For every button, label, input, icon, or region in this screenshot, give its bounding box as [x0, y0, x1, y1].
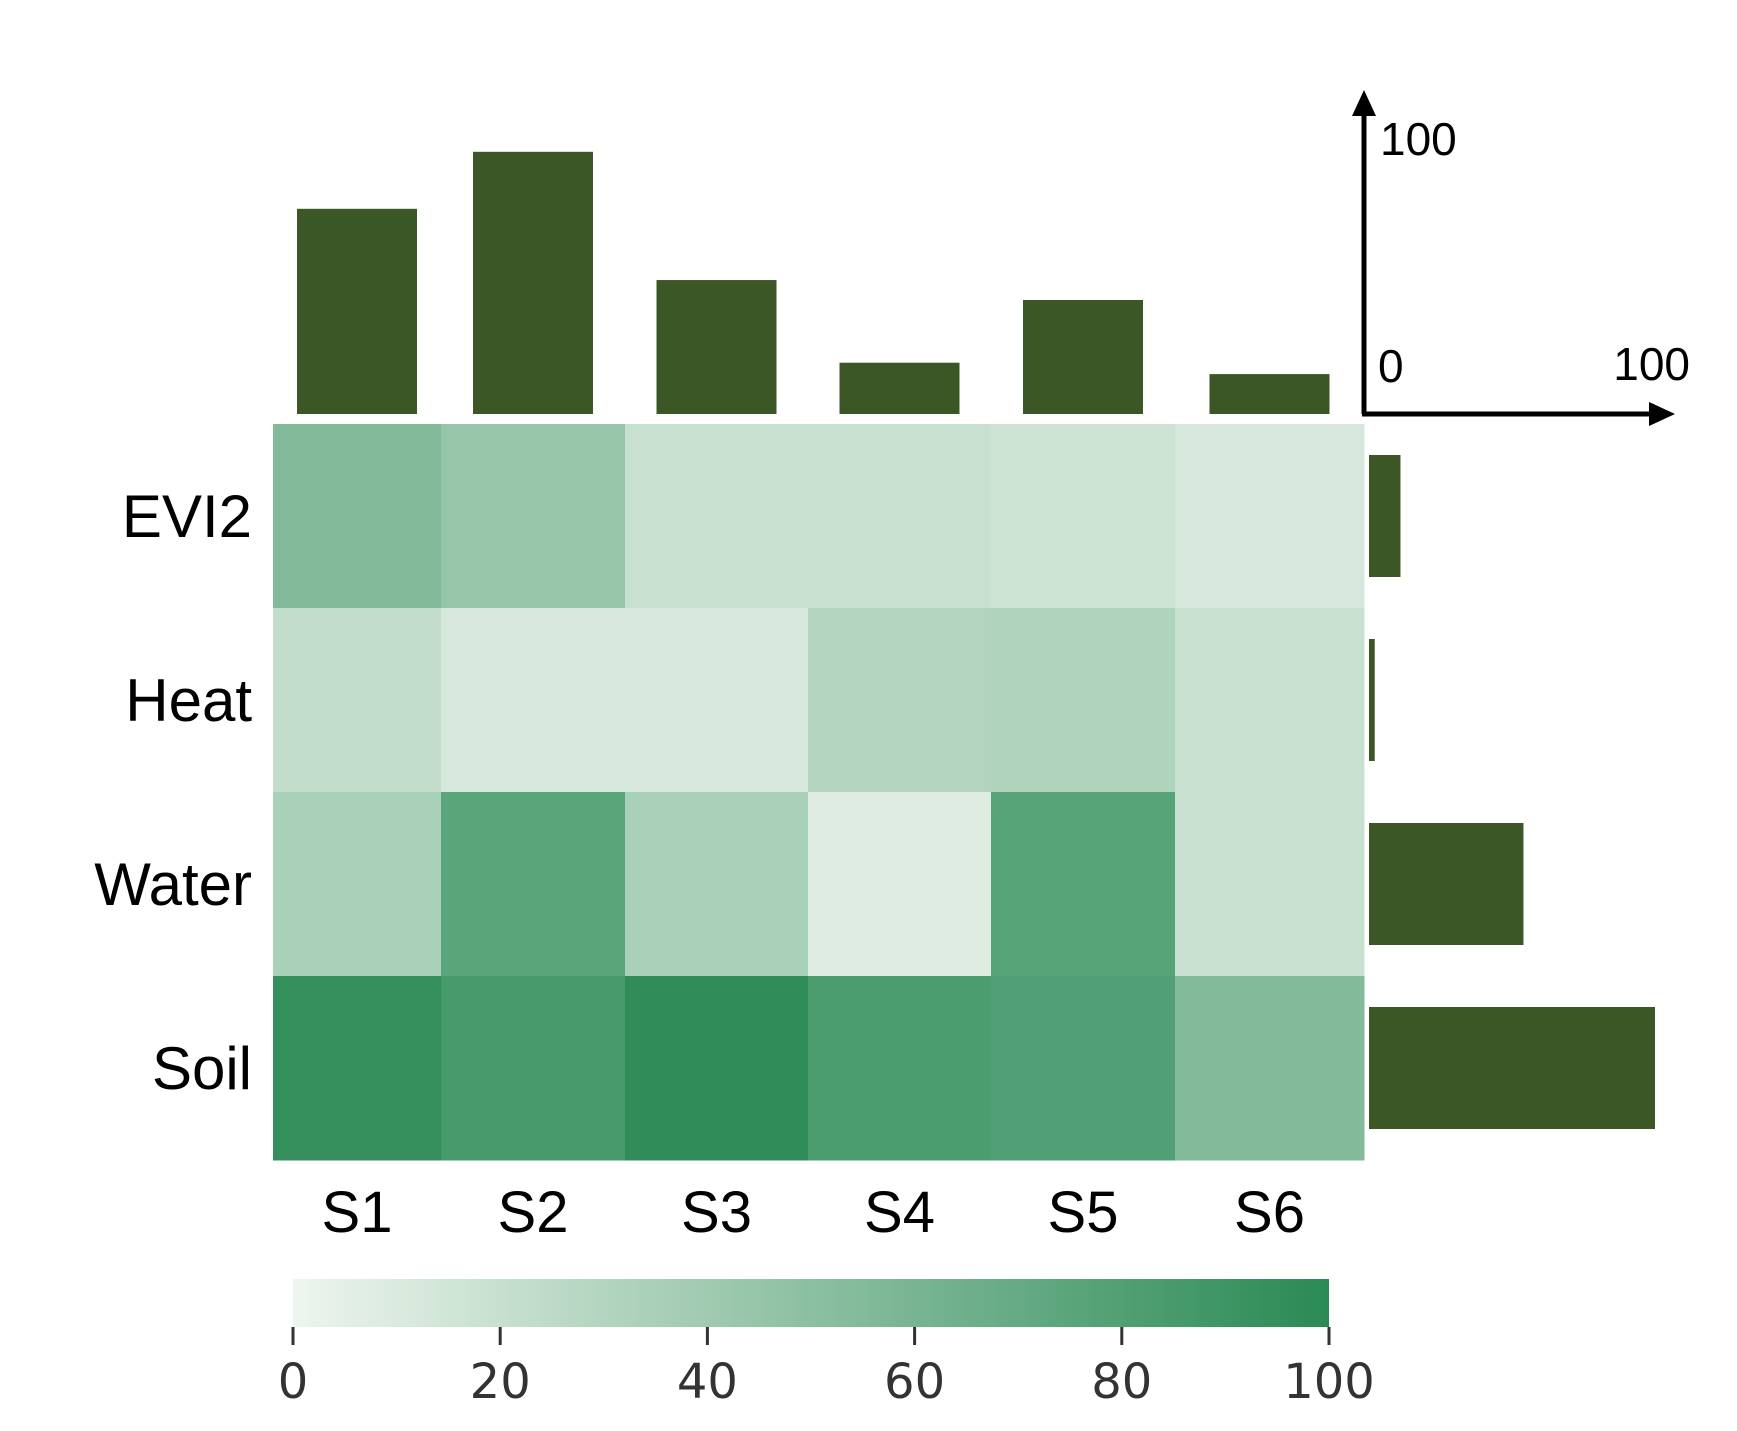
column-total-bar-s6 [1209, 374, 1330, 414]
scale-y-arrowhead [1352, 90, 1376, 116]
row-total-bars [1369, 455, 1655, 1129]
column-total-bar-s1 [297, 208, 417, 414]
colorbar-tick-label-60: 60 [884, 1354, 945, 1410]
row-label-heat: Heat [125, 667, 252, 734]
column-label-s6: S6 [1234, 1180, 1305, 1245]
heatmap-cell-heat-s2 [441, 608, 626, 793]
heatmap-cell-water-s2 [441, 792, 626, 977]
scale-origin-label: 0 [1378, 340, 1404, 392]
heatmap-cell-water-s3 [625, 792, 809, 977]
scale-indicator: 100 0 100 [1352, 90, 1690, 426]
column-label-s1: S1 [322, 1180, 393, 1245]
heatmap-cell-heat-s6 [1175, 608, 1365, 793]
row-total-bar-heat [1369, 639, 1375, 761]
heatmap-cell-soil-s5 [991, 976, 1176, 1161]
colorbar-tick-label-20: 20 [470, 1354, 531, 1410]
column-total-bars [297, 151, 1330, 415]
heatmap-cell-water-s5 [991, 792, 1176, 977]
heatmap-cell-soil-s6 [1175, 976, 1365, 1161]
colorbar-gradient [293, 1279, 1329, 1327]
heatmap-cell-evi2-s5 [991, 424, 1176, 609]
heatmap-cell-water-s6 [1175, 792, 1365, 977]
scale-x-max-label: 100 [1613, 338, 1690, 390]
column-label-s3: S3 [681, 1180, 752, 1245]
row-label-water: Water [94, 851, 252, 918]
heatmap-cells [273, 424, 1365, 1161]
heatmap-cell-heat-s1 [273, 608, 442, 793]
heatmap-cell-soil-s4 [808, 976, 992, 1161]
heatmap-cell-evi2-s3 [625, 424, 809, 609]
colorbar-tick-label-40: 40 [677, 1354, 738, 1410]
scale-y-max-label: 100 [1380, 113, 1457, 165]
colorbar-tick-label-80: 80 [1091, 1354, 1152, 1410]
heatmap-cell-heat-s3 [625, 608, 809, 793]
row-label-soil: Soil [152, 1035, 252, 1102]
row-labels: EVI2 Heat Water Soil [94, 483, 252, 1102]
column-total-bar-s2 [473, 151, 593, 415]
column-label-s2: S2 [498, 1180, 569, 1245]
column-label-s4: S4 [864, 1180, 935, 1245]
heatmap-cell-soil-s3 [625, 976, 809, 1161]
heatmap-cell-evi2-s1 [273, 424, 442, 609]
heatmap-cell-heat-s4 [808, 608, 992, 793]
row-label-evi2: EVI2 [122, 483, 252, 550]
heatmap-cell-evi2-s2 [441, 424, 626, 609]
heatmap-cell-soil-s2 [441, 976, 626, 1161]
colorbar-tick-label-0: 0 [278, 1354, 309, 1410]
scale-x-arrowhead [1649, 402, 1675, 426]
colorbar: 0 20 40 60 80 100 [278, 1279, 1375, 1410]
column-labels: S1 S2 S3 S4 S5 S6 [322, 1180, 1305, 1245]
row-total-bar-water [1369, 823, 1524, 945]
column-total-bar-s5 [1023, 300, 1143, 414]
heatmap-cell-evi2-s4 [808, 424, 992, 609]
heatmap-cell-water-s4 [808, 792, 992, 977]
row-total-bar-evi2 [1369, 455, 1401, 577]
colorbar-tick-label-100: 100 [1283, 1354, 1375, 1410]
column-label-s5: S5 [1048, 1180, 1119, 1245]
row-total-bar-soil [1369, 1007, 1655, 1129]
heatmap-cell-heat-s5 [991, 608, 1176, 793]
heatmap-cell-evi2-s6 [1175, 424, 1365, 609]
column-total-bar-s4 [839, 362, 960, 414]
column-total-bar-s3 [656, 280, 777, 414]
heatmap-cell-water-s1 [273, 792, 442, 977]
heatmap-cell-soil-s1 [273, 976, 442, 1161]
colorbar-ticks: 0 20 40 60 80 100 [278, 1327, 1375, 1410]
